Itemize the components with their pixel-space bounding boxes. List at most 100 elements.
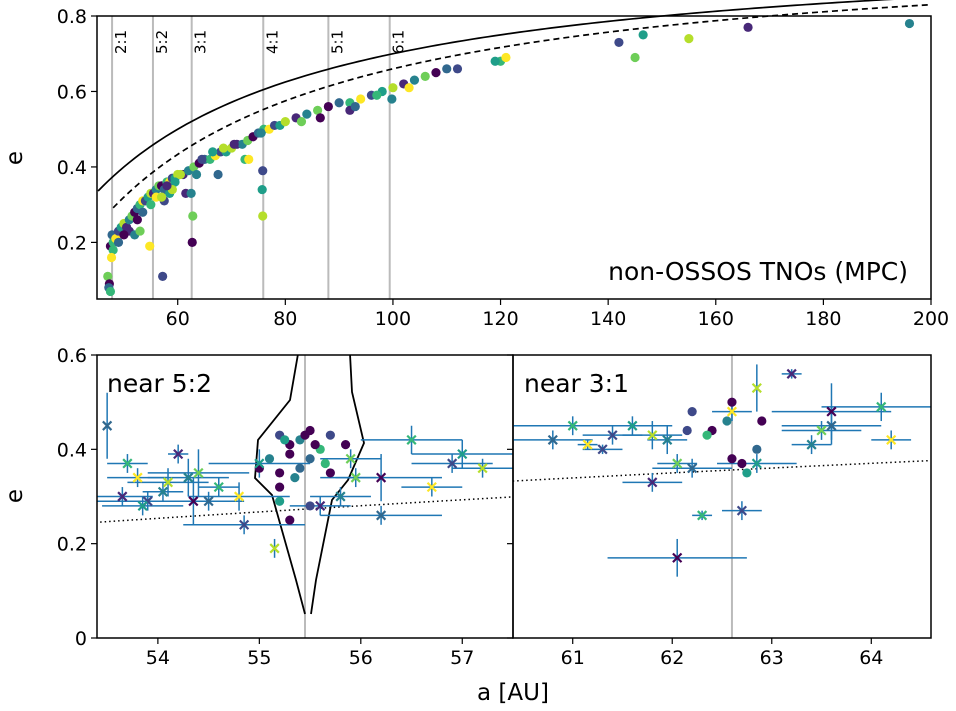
top-annotation: non-OSSOS TNOs (MPC)	[608, 257, 908, 286]
data-point	[146, 200, 156, 210]
observed-point	[876, 401, 887, 412]
data-point	[275, 482, 285, 492]
observed-point	[687, 463, 698, 474]
observed-point	[239, 519, 250, 530]
observed-point	[597, 444, 608, 455]
bottom-right-points	[547, 368, 897, 563]
resonance-label: 6:1	[390, 30, 408, 54]
data-point	[280, 435, 290, 445]
data-point	[431, 68, 441, 78]
observed-point	[122, 458, 133, 469]
bottom-left-ticks: 54 55 56 57 0 0.2 0.4 0.6	[57, 345, 475, 669]
data-point	[162, 181, 172, 191]
data-point	[452, 64, 463, 74]
x-tick-label: 100	[375, 308, 411, 330]
data-point	[296, 117, 307, 127]
bottom-right-axes-frame	[512, 354, 932, 639]
x-tick-label: 57	[450, 647, 474, 669]
observed-point	[117, 491, 128, 502]
data-point	[290, 473, 300, 483]
data-point	[275, 496, 285, 506]
data-point	[258, 211, 268, 221]
observed-point	[162, 477, 174, 488]
q-curve-dotted	[513, 459, 931, 482]
bottom-right-annotation: near 3:1	[524, 369, 629, 398]
observed-point	[726, 406, 738, 417]
observed-point	[477, 463, 488, 474]
data-point	[320, 458, 330, 469]
x-tick-label: 63	[760, 647, 784, 669]
resonance-label: 4:1	[263, 30, 281, 54]
observed-point	[426, 481, 437, 493]
observed-point	[137, 500, 148, 512]
data-point	[334, 98, 344, 108]
data-point	[614, 37, 624, 48]
observed-point	[697, 510, 708, 521]
data-point	[743, 22, 753, 32]
observed-point	[315, 500, 326, 512]
data-point	[158, 271, 168, 281]
resonance-label: 3:1	[192, 30, 210, 54]
x-tick-label: 120	[482, 308, 518, 330]
x-tick-label: 64	[859, 647, 883, 669]
data-point	[727, 454, 737, 464]
observed-point	[157, 486, 169, 497]
data-point	[305, 454, 315, 464]
observed-point	[786, 368, 797, 379]
data-point	[175, 169, 185, 180]
observed-point	[672, 552, 683, 563]
q30-curve	[97, 0, 895, 192]
data-point	[630, 52, 640, 63]
y-tick-label: 0.4	[57, 157, 87, 179]
data-point	[442, 64, 452, 74]
x-axis-label: a [AU]	[477, 680, 549, 706]
data-point	[170, 177, 180, 187]
data-point	[340, 440, 351, 450]
data-point	[742, 468, 752, 478]
data-point	[702, 430, 712, 440]
x-tick-label: 60	[166, 308, 190, 330]
observed-point	[647, 477, 658, 488]
data-point	[280, 117, 290, 127]
observed-point	[826, 406, 837, 417]
observed-point	[751, 382, 762, 394]
x-tick-label: 55	[247, 647, 271, 669]
data-point	[310, 440, 320, 450]
data-point	[727, 397, 737, 407]
q-curve-dotted	[97, 496, 513, 524]
data-point	[188, 211, 198, 221]
x-tick-label: 160	[698, 308, 734, 330]
resonance-label: 5:1	[328, 30, 346, 54]
data-point	[197, 154, 207, 164]
y-tick-label: 0	[75, 628, 87, 650]
data-point	[105, 286, 116, 297]
observed-point	[233, 491, 245, 502]
data-point	[323, 101, 333, 112]
observed-point	[751, 458, 762, 469]
observed-point	[345, 453, 356, 464]
x-tick-label: 200	[913, 308, 949, 330]
x-tick-label: 80	[273, 308, 297, 330]
observed-point	[193, 467, 204, 478]
data-point	[108, 245, 118, 255]
bottom-left-annotation: near 5:2	[107, 369, 212, 398]
observed-point	[132, 472, 143, 483]
data-point	[904, 18, 915, 29]
data-point	[372, 90, 382, 100]
data-point	[187, 237, 197, 247]
data-point	[302, 109, 312, 119]
data-point	[313, 105, 323, 115]
data-point	[420, 71, 430, 81]
data-point	[350, 101, 360, 112]
data-point	[186, 188, 196, 198]
observed-point	[254, 458, 265, 469]
data-point	[409, 75, 420, 85]
observed-point	[582, 439, 593, 450]
observed-point	[173, 448, 184, 460]
observed-point	[647, 430, 658, 441]
observed-point	[886, 434, 897, 445]
resonance-label: 2:1	[112, 30, 130, 54]
y-tick-label: 0.8	[57, 6, 87, 28]
bottom-right-curves	[513, 459, 931, 482]
